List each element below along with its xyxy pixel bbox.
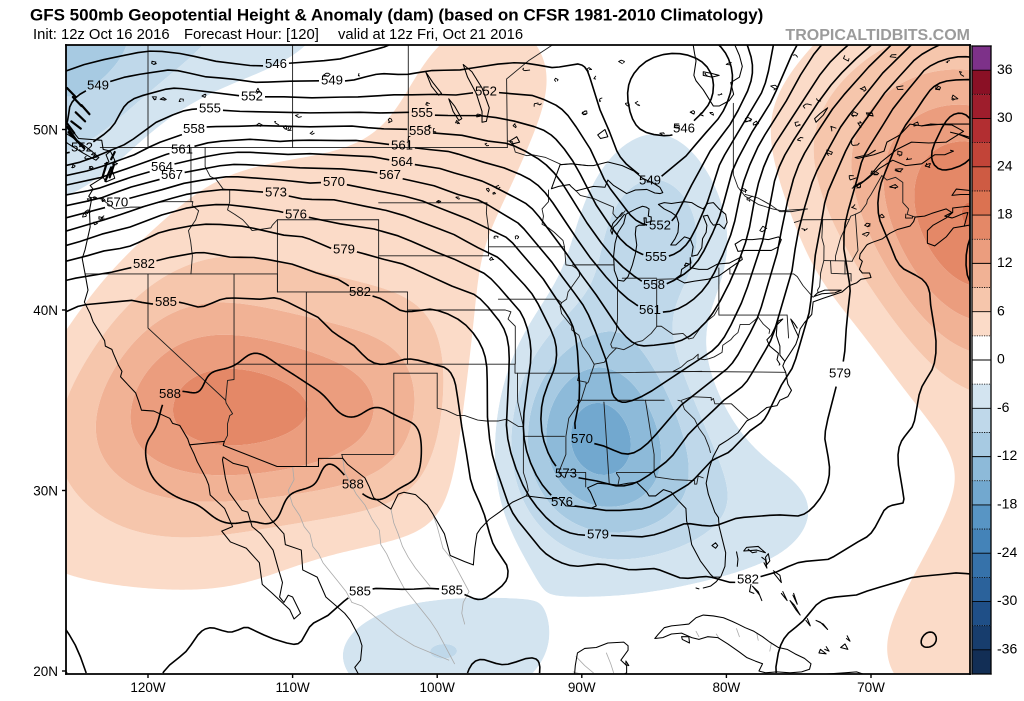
- svg-text:TROPICALTIDBITS.COM: TROPICALTIDBITS.COM: [785, 27, 970, 44]
- svg-text:570: 570: [323, 174, 345, 189]
- svg-text:18: 18: [997, 206, 1013, 222]
- svg-text:579: 579: [587, 527, 609, 542]
- svg-text:549: 549: [639, 172, 661, 187]
- svg-text:552: 552: [241, 88, 263, 103]
- svg-text:30: 30: [997, 109, 1013, 125]
- svg-text:573: 573: [555, 466, 577, 481]
- svg-text:0: 0: [997, 351, 1005, 367]
- svg-text:564: 564: [151, 159, 173, 174]
- svg-text:-36: -36: [997, 640, 1017, 656]
- svg-text:Init: 12z Oct 16 2016: Init: 12z Oct 16 2016: [33, 27, 170, 43]
- svg-text:582: 582: [349, 284, 371, 299]
- svg-text:-30: -30: [997, 592, 1017, 608]
- svg-text:552: 552: [649, 217, 671, 232]
- svg-text:570: 570: [571, 431, 593, 446]
- svg-text:570: 570: [106, 194, 128, 209]
- svg-text:576: 576: [551, 494, 573, 509]
- svg-text:-12: -12: [997, 447, 1017, 463]
- svg-text:573: 573: [265, 185, 287, 200]
- svg-text:561: 561: [391, 137, 413, 152]
- svg-text:90W: 90W: [568, 680, 596, 695]
- svg-text:579: 579: [333, 242, 355, 257]
- svg-text:valid at 12z Fri, Oct 21 2016: valid at 12z Fri, Oct 21 2016: [338, 27, 523, 43]
- svg-text:585: 585: [441, 582, 463, 597]
- svg-text:552: 552: [475, 83, 497, 98]
- svg-text:561: 561: [639, 302, 661, 317]
- svg-text:549: 549: [321, 72, 343, 87]
- svg-text:100W: 100W: [420, 680, 456, 695]
- svg-text:GFS 500mb Geopotential Height: GFS 500mb Geopotential Height & Anomaly …: [30, 6, 763, 25]
- svg-text:50N: 50N: [33, 122, 58, 137]
- svg-text:555: 555: [411, 105, 433, 120]
- svg-text:110W: 110W: [275, 680, 310, 695]
- svg-text:40N: 40N: [33, 303, 58, 318]
- svg-text:567: 567: [379, 167, 401, 182]
- svg-text:567: 567: [161, 167, 183, 182]
- svg-text:30N: 30N: [33, 483, 58, 498]
- svg-text:576: 576: [285, 207, 307, 222]
- svg-text:588: 588: [159, 386, 181, 401]
- svg-text:549: 549: [87, 77, 109, 92]
- svg-text:Forecast Hour: [120]: Forecast Hour: [120]: [184, 27, 319, 43]
- svg-text:-6: -6: [997, 399, 1010, 415]
- svg-text:558: 558: [643, 277, 665, 292]
- svg-text:582: 582: [737, 571, 759, 586]
- svg-text:585: 585: [349, 584, 371, 599]
- svg-text:555: 555: [199, 101, 221, 116]
- svg-text:24: 24: [997, 157, 1013, 173]
- svg-text:36: 36: [997, 61, 1013, 77]
- svg-text:6: 6: [997, 302, 1005, 318]
- svg-text:582: 582: [133, 256, 155, 271]
- svg-text:558: 558: [183, 121, 205, 136]
- svg-text:588: 588: [342, 476, 364, 491]
- svg-text:-24: -24: [997, 544, 1017, 560]
- svg-text:552: 552: [71, 140, 93, 155]
- svg-text:70W: 70W: [857, 680, 885, 695]
- svg-text:579: 579: [829, 366, 851, 381]
- svg-text:546: 546: [673, 120, 695, 135]
- svg-text:120W: 120W: [130, 680, 166, 695]
- svg-text:80W: 80W: [713, 680, 741, 695]
- svg-text:555: 555: [645, 249, 667, 264]
- svg-text:564: 564: [391, 154, 413, 169]
- svg-text:12: 12: [997, 254, 1013, 270]
- svg-text:-18: -18: [997, 496, 1017, 512]
- svg-text:585: 585: [155, 294, 177, 309]
- svg-text:558: 558: [409, 123, 431, 138]
- svg-text:20N: 20N: [33, 664, 58, 679]
- svg-text:546: 546: [265, 56, 287, 71]
- svg-text:561: 561: [171, 141, 193, 156]
